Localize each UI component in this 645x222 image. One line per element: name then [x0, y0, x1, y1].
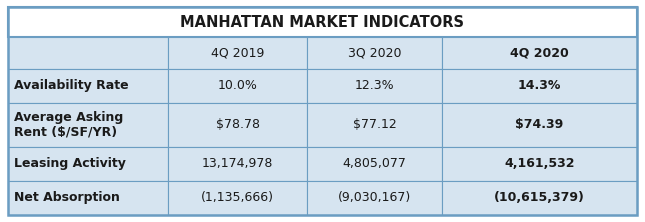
Text: $77.12: $77.12 — [353, 118, 396, 131]
Text: Net Absorption: Net Absorption — [14, 191, 120, 204]
Bar — [168, 69, 307, 103]
Bar — [442, 147, 637, 181]
Bar — [8, 37, 168, 69]
Text: 13,174,978: 13,174,978 — [202, 157, 273, 170]
Bar — [8, 7, 637, 37]
Text: 4,161,532: 4,161,532 — [504, 157, 575, 170]
Bar — [168, 103, 307, 147]
Bar — [168, 147, 307, 181]
Bar — [307, 103, 442, 147]
Text: (1,135,666): (1,135,666) — [201, 191, 274, 204]
Bar — [168, 181, 307, 215]
Bar — [442, 37, 637, 69]
Text: 4Q 2019: 4Q 2019 — [211, 47, 264, 59]
Text: 3Q 2020: 3Q 2020 — [348, 47, 401, 59]
Bar — [307, 181, 442, 215]
Text: MANHATTAN MARKET INDICATORS: MANHATTAN MARKET INDICATORS — [181, 15, 464, 30]
Text: 14.3%: 14.3% — [518, 79, 561, 92]
Bar — [442, 103, 637, 147]
Text: 10.0%: 10.0% — [217, 79, 257, 92]
Text: (9,030,167): (9,030,167) — [338, 191, 411, 204]
Bar — [8, 147, 168, 181]
Text: $78.78: $78.78 — [215, 118, 259, 131]
Bar — [307, 147, 442, 181]
Text: 4Q 2020: 4Q 2020 — [510, 47, 569, 59]
Bar — [8, 69, 168, 103]
Bar — [442, 181, 637, 215]
Bar — [168, 37, 307, 69]
Text: Leasing Activity: Leasing Activity — [14, 157, 126, 170]
Text: Average Asking
Rent ($/SF/YR): Average Asking Rent ($/SF/YR) — [14, 111, 124, 139]
Text: (10,615,379): (10,615,379) — [494, 191, 585, 204]
Bar — [442, 69, 637, 103]
Bar — [8, 103, 168, 147]
Bar — [307, 37, 442, 69]
Bar — [8, 181, 168, 215]
Text: 12.3%: 12.3% — [355, 79, 394, 92]
Text: $74.39: $74.39 — [515, 118, 564, 131]
Text: 4,805,077: 4,805,077 — [342, 157, 406, 170]
Bar — [307, 69, 442, 103]
Text: Availability Rate: Availability Rate — [14, 79, 129, 92]
